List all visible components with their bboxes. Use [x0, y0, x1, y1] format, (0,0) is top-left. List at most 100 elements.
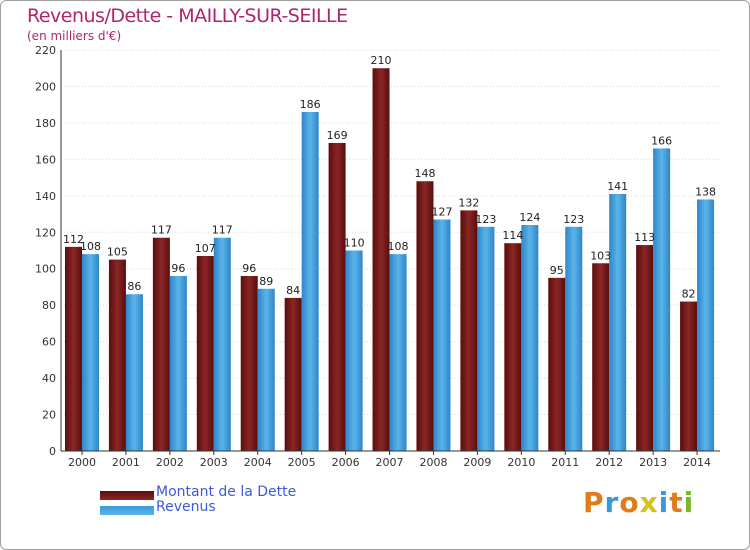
data-label-debt-2006: 169 — [327, 129, 348, 142]
bar-revenue-2001 — [125, 294, 143, 451]
x-tick-label: 2001 — [112, 456, 140, 469]
logo-letter: i — [683, 486, 695, 519]
y-tick-label: 220 — [35, 44, 56, 57]
bar-debt-2004 — [240, 276, 258, 451]
x-tick-label: 2010 — [507, 456, 535, 469]
x-tick-label: 2000 — [68, 456, 96, 469]
bar-debt-2013 — [636, 245, 654, 451]
bars-layer — [65, 68, 715, 452]
bar-debt-2002 — [152, 237, 170, 451]
legend-label-debt: Montant de la Dette — [156, 484, 297, 500]
proxiti-logo: Proxiti — [583, 486, 694, 519]
bar-revenue-2009 — [477, 226, 495, 451]
data-label-debt-2010: 114 — [502, 229, 523, 242]
legend-label-revenue: Revenus — [156, 499, 216, 515]
data-label-revenue-2013: 166 — [651, 134, 672, 147]
bar-debt-2011 — [548, 277, 566, 451]
data-label-debt-2001: 105 — [107, 246, 128, 259]
data-label-revenue-2014: 138 — [695, 185, 716, 198]
bar-revenue-2005 — [301, 111, 319, 452]
bar-debt-2001 — [108, 259, 126, 451]
data-label-debt-2014: 82 — [682, 288, 696, 301]
data-label-revenue-2003: 117 — [212, 224, 233, 237]
logo-letter: P — [583, 486, 605, 519]
data-label-debt-2003: 107 — [195, 242, 216, 255]
y-tick-label: 120 — [35, 226, 56, 239]
y-tick-label: 20 — [42, 409, 56, 422]
data-label-revenue-2005: 186 — [300, 98, 321, 111]
proxiti-logo-text: Proxiti — [583, 486, 694, 519]
data-label-debt-2009: 132 — [458, 196, 479, 209]
data-label-revenue-2010: 124 — [519, 211, 540, 224]
x-tick-label: 2011 — [551, 456, 579, 469]
data-label-debt-2011: 95 — [550, 264, 564, 277]
data-label-revenue-2007: 108 — [388, 240, 409, 253]
x-tick-label: 2008 — [419, 456, 447, 469]
data-label-debt-2008: 148 — [414, 167, 435, 180]
bar-debt-2010 — [504, 243, 522, 451]
data-label-debt-2007: 210 — [371, 54, 392, 67]
x-tick-label: 2004 — [244, 456, 272, 469]
axis-layer: 0 20 40 60 80 100 120 140 160 180 200 220 2000 2001 20… — [35, 44, 720, 469]
data-label-revenue-2011: 123 — [563, 213, 584, 226]
x-tick-label: 2013 — [639, 456, 667, 469]
bar-debt-2007 — [372, 68, 390, 452]
data-label-revenue-2012: 141 — [607, 180, 628, 193]
x-tick-label: 2006 — [332, 456, 360, 469]
legend-swatch-debt — [100, 491, 154, 500]
bar-revenue-2013 — [653, 148, 671, 451]
data-label-debt-2013: 113 — [634, 231, 655, 244]
data-label-revenue-2008: 127 — [431, 206, 452, 219]
bar-debt-2012 — [592, 263, 610, 451]
logo-letter: r — [604, 486, 620, 519]
bar-revenue-2002 — [169, 276, 187, 451]
bar-debt-2006 — [328, 142, 346, 451]
y-tick-label: 200 — [35, 80, 56, 93]
x-tick-label: 2014 — [683, 456, 711, 469]
data-label-debt-2000: 112 — [63, 233, 84, 246]
x-tick-label: 2005 — [288, 456, 316, 469]
bar-revenue-2008 — [433, 219, 451, 451]
x-tick-label: 2002 — [156, 456, 184, 469]
y-tick-label: 100 — [35, 263, 56, 276]
chart-title: Revenus/Dette - MAILLY-SUR-SEILLE — [27, 5, 348, 27]
logo-letter: i — [658, 486, 670, 519]
data-label-revenue-2000: 108 — [80, 240, 101, 253]
y-tick-label: 0 — [49, 445, 56, 458]
logo-letter: t — [669, 486, 684, 519]
bar-debt-2003 — [196, 255, 214, 451]
bar-revenue-2000 — [82, 254, 99, 451]
data-label-debt-2005: 84 — [286, 284, 300, 297]
y-tick-label: 40 — [42, 372, 56, 385]
y-tick-label: 140 — [35, 190, 56, 203]
bar-debt-2008 — [416, 181, 434, 451]
bar-revenue-2003 — [213, 237, 231, 451]
logo-letter: o — [619, 486, 640, 519]
x-tick-label: 2003 — [200, 456, 228, 469]
bar-revenue-2012 — [609, 193, 627, 451]
y-tick-label: 180 — [35, 117, 56, 130]
y-tick-label: 60 — [42, 336, 56, 349]
bar-revenue-2004 — [257, 288, 275, 451]
bar-debt-2009 — [460, 210, 478, 451]
bar-debt-2014 — [680, 301, 698, 451]
data-label-revenue-2009: 123 — [475, 213, 496, 226]
bar-revenue-2007 — [389, 254, 407, 451]
bar-revenue-2006 — [345, 250, 363, 451]
bar-revenue-2011 — [565, 226, 583, 451]
data-label-debt-2002: 117 — [151, 224, 172, 237]
bar-revenue-2010 — [521, 224, 539, 451]
bar-debt-2005 — [284, 297, 302, 451]
x-tick-label: 2009 — [463, 456, 491, 469]
logo-letter: x — [639, 486, 659, 519]
data-label-revenue-2004: 89 — [259, 275, 273, 288]
legend-swatch-revenue — [100, 506, 154, 515]
bar-revenue-2014 — [697, 199, 715, 451]
bar-debt-2000 — [65, 246, 82, 451]
data-label-revenue-2006: 110 — [344, 237, 365, 250]
y-tick-label: 160 — [35, 153, 56, 166]
data-label-revenue-2001: 86 — [127, 280, 141, 293]
chart-subtitle: (en milliers d'€) — [27, 29, 122, 43]
